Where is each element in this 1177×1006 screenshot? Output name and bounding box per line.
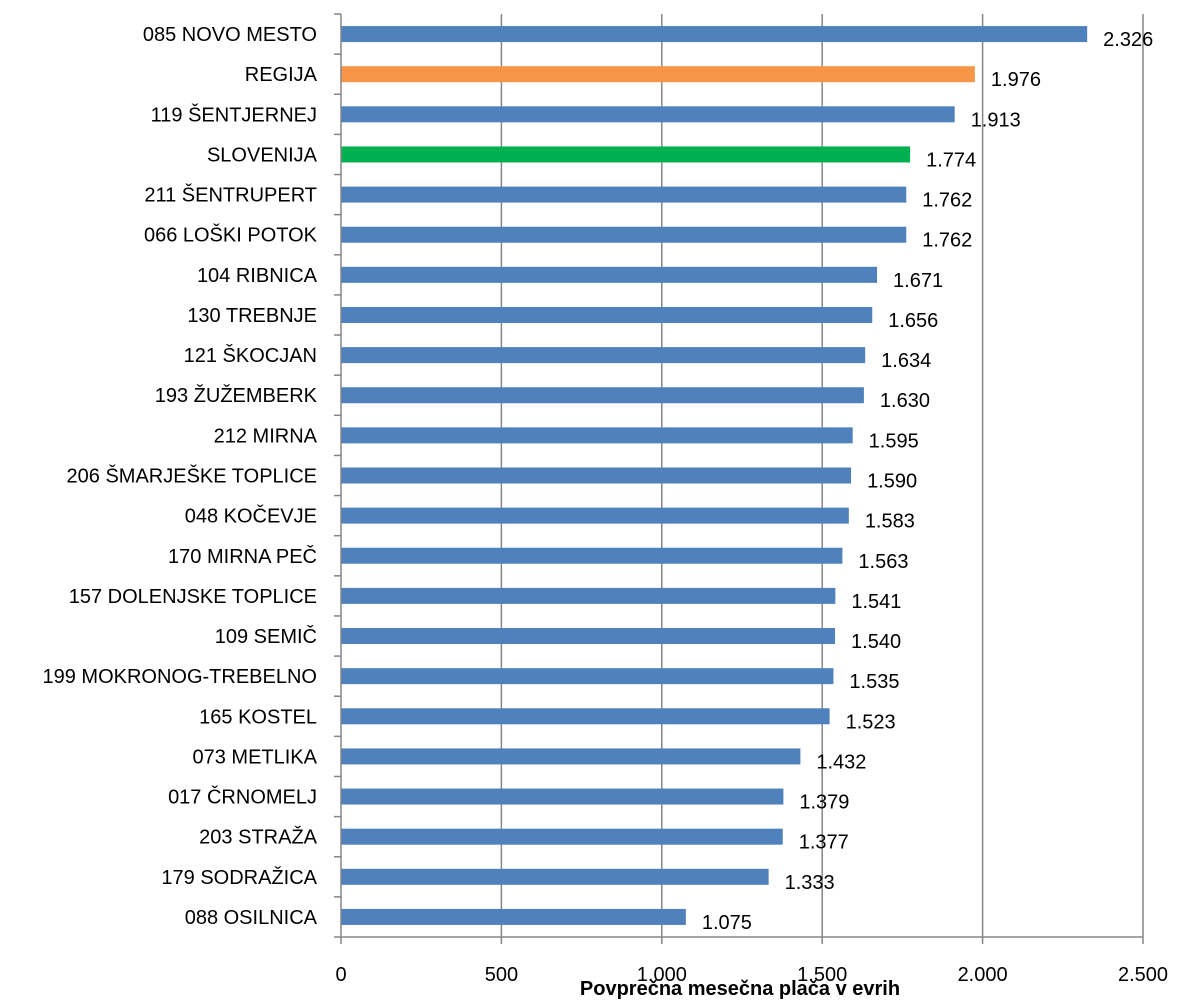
x-tick-labels: 0 500 1.000 1.500 2.000 2.500 xyxy=(335,964,1168,986)
data-label: 1.774 xyxy=(926,149,976,171)
data-label: 1.913 xyxy=(971,109,1021,131)
data-label: 1.762 xyxy=(922,230,972,252)
category-label: 130 TREBNJE xyxy=(187,305,317,327)
bar xyxy=(341,628,836,645)
category-label: 066 LOŠKI POTOK xyxy=(144,224,318,247)
category-label: 088 OSILNICA xyxy=(185,907,318,929)
bar xyxy=(341,507,849,524)
bar xyxy=(341,106,955,123)
x-tick-label: 2.500 xyxy=(1118,964,1168,986)
bar xyxy=(341,828,783,845)
data-label: 1.379 xyxy=(799,792,849,814)
category-label: 203 STRAŽA xyxy=(199,826,317,849)
bar xyxy=(341,908,686,925)
bar xyxy=(341,708,830,725)
x-tick-label: 1.500 xyxy=(797,964,847,986)
category-label: 170 MIRNA PEČ xyxy=(168,545,317,568)
data-label: 1.630 xyxy=(880,390,930,412)
data-label: 1.563 xyxy=(858,551,908,573)
bar xyxy=(341,748,801,765)
category-label: 193 ŽUŽEMBERK xyxy=(155,384,318,407)
bar xyxy=(341,266,878,283)
category-label: 017 ČRNOMELJ xyxy=(168,786,317,809)
bars xyxy=(341,26,1088,925)
category-label: 157 DOLENJSKE TOPLICE xyxy=(69,586,317,608)
category-label: 212 MIRNA xyxy=(214,425,318,447)
data-label: 1.671 xyxy=(893,270,943,292)
category-label: 179 SODRAŽICA xyxy=(161,866,317,889)
category-label: 119 ŠENTJERNEJ xyxy=(151,103,317,126)
data-label: 1.377 xyxy=(799,832,849,854)
data-label: 1.535 xyxy=(849,671,899,693)
bar xyxy=(341,146,911,163)
axes xyxy=(334,13,1144,944)
data-label: 1.075 xyxy=(702,912,752,934)
data-label: 1.432 xyxy=(816,751,866,773)
data-label: 2.326 xyxy=(1103,29,1153,51)
category-label: 085 NOVO MESTO xyxy=(143,24,317,46)
bar xyxy=(341,26,1088,43)
data-label: 1.333 xyxy=(785,872,835,894)
value-labels: 2.326 1.976 1.913 1.774 1.762 1.762 1.671 1.656… xyxy=(702,29,1153,934)
data-label: 1.583 xyxy=(865,511,915,533)
bar xyxy=(341,587,836,604)
data-label: 1.541 xyxy=(851,591,901,613)
bar xyxy=(341,547,843,564)
data-label: 1.540 xyxy=(851,631,901,653)
category-label: 109 SEMIČ xyxy=(215,625,317,648)
bar xyxy=(341,788,784,805)
bar xyxy=(341,226,907,243)
bar xyxy=(341,306,873,323)
category-labels: 085 NOVO MESTO REGIJA 119 ŠENTJERNEJ SLOVEN… xyxy=(42,24,317,929)
bar xyxy=(341,347,866,364)
data-label: 1.634 xyxy=(881,350,931,372)
data-label: 1.656 xyxy=(888,310,938,332)
category-label: 211 ŠENTRUPERT xyxy=(144,184,317,207)
category-label: 048 KOČEVJE xyxy=(185,505,317,528)
bar xyxy=(341,868,769,885)
bar xyxy=(341,387,864,404)
data-label: 1.762 xyxy=(922,190,972,212)
category-label: 073 METLIKA xyxy=(192,746,317,768)
x-axis-title: Povprečna mesečna plača v evrih xyxy=(580,978,900,1000)
x-tick-label: 500 xyxy=(485,964,518,986)
data-label: 1.595 xyxy=(869,430,919,452)
x-tick-label: 2.000 xyxy=(958,964,1008,986)
x-tick-label: 0 xyxy=(335,964,346,986)
data-label: 1.590 xyxy=(867,471,917,493)
bar xyxy=(341,66,975,83)
bar xyxy=(341,668,834,685)
bar xyxy=(341,467,852,484)
data-label: 1.523 xyxy=(846,711,896,733)
category-label: 206 ŠMARJEŠKE TOPLICE xyxy=(67,465,317,488)
category-label: 199 MOKRONOG-TREBELNO xyxy=(42,666,317,688)
data-label: 1.976 xyxy=(991,69,1041,91)
category-label: 165 KOSTEL xyxy=(199,706,317,728)
bar xyxy=(341,186,907,203)
x-tick-label: 1.000 xyxy=(637,964,687,986)
category-label: 104 RIBNICA xyxy=(197,265,318,287)
category-label: REGIJA xyxy=(245,64,318,86)
category-label: SLOVENIJA xyxy=(207,144,318,166)
category-label: 121 ŠKOCJAN xyxy=(184,344,317,367)
bar xyxy=(341,427,853,444)
